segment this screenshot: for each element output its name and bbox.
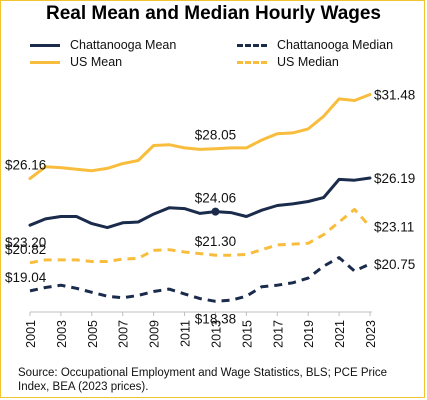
x-tick-label-2013: 2013 bbox=[209, 320, 223, 348]
chart-legend: Chattanooga Mean Chattanooga Median US M… bbox=[30, 38, 420, 72]
legend-item-chattanooga-median: Chattanooga Median bbox=[237, 38, 393, 52]
chattanooga-mean-2013-marker bbox=[211, 207, 220, 216]
x-tick-label-2009: 2009 bbox=[148, 320, 162, 348]
data-label-chattanooga-median-2023: $20.75 bbox=[374, 257, 415, 272]
legend-label: US Median bbox=[277, 55, 339, 69]
data-label-us-mean-2013: $28.05 bbox=[195, 128, 236, 143]
data-label-us-median-2001: $20.82 bbox=[5, 242, 46, 257]
legend-item-us-mean: US Mean bbox=[30, 55, 122, 69]
data-label-chattanooga-median-2013: $18.38 bbox=[195, 311, 236, 326]
data-label-chattanooga-mean-2001: $23.20 bbox=[5, 235, 46, 250]
x-tick-label-2005: 2005 bbox=[86, 320, 100, 348]
legend-swatch bbox=[30, 43, 60, 47]
data-label-us-mean-2001: $26.16 bbox=[5, 157, 46, 172]
series-line-us-mean bbox=[28, 93, 372, 180]
legend-swatch bbox=[30, 60, 60, 64]
legend-label: Chattanooga Median bbox=[277, 38, 394, 52]
legend-swatch bbox=[237, 43, 267, 47]
x-tick-label-2017: 2017 bbox=[271, 320, 285, 348]
data-label-us-median-2013: $21.30 bbox=[195, 234, 236, 249]
legend-item-chattanooga-mean: Chattanooga Mean bbox=[30, 38, 176, 52]
x-tick-label-2001: 2001 bbox=[24, 320, 38, 348]
legend-swatch bbox=[237, 60, 267, 64]
legend-label: US Mean bbox=[70, 55, 123, 69]
x-tick-label-2011: 2011 bbox=[179, 320, 193, 347]
x-tick-label-2019: 2019 bbox=[302, 320, 316, 348]
x-tick-label-2007: 2007 bbox=[117, 320, 131, 348]
series-line-chattanooga-mean bbox=[28, 176, 372, 230]
data-label-chattanooga-mean-2023: $26.19 bbox=[374, 171, 415, 186]
source-note: Source: Occupational Employment and Wage… bbox=[18, 367, 388, 393]
legend-label: Chattanooga Mean bbox=[70, 38, 177, 52]
chart-title: Real Mean and Median Hourly Wages bbox=[45, 3, 382, 24]
data-label-us-median-2023: $23.11 bbox=[374, 220, 414, 235]
data-label-chattanooga-median-2001: $19.04 bbox=[5, 270, 47, 285]
x-tick-label-2015: 2015 bbox=[240, 320, 254, 348]
x-tick-label-2021: 2021 bbox=[333, 320, 347, 348]
series-line-chattanooga-median bbox=[29, 256, 371, 303]
data-label-us-mean-2023: $31.48 bbox=[374, 88, 415, 103]
data-label-chattanooga-mean-2013: $24.06 bbox=[195, 191, 236, 206]
x-tick-label-2023: 2023 bbox=[364, 320, 378, 348]
series-line-us-median bbox=[29, 207, 372, 265]
legend-item-us-median: US Median bbox=[237, 55, 339, 69]
x-tick-label-2003: 2003 bbox=[55, 320, 69, 348]
